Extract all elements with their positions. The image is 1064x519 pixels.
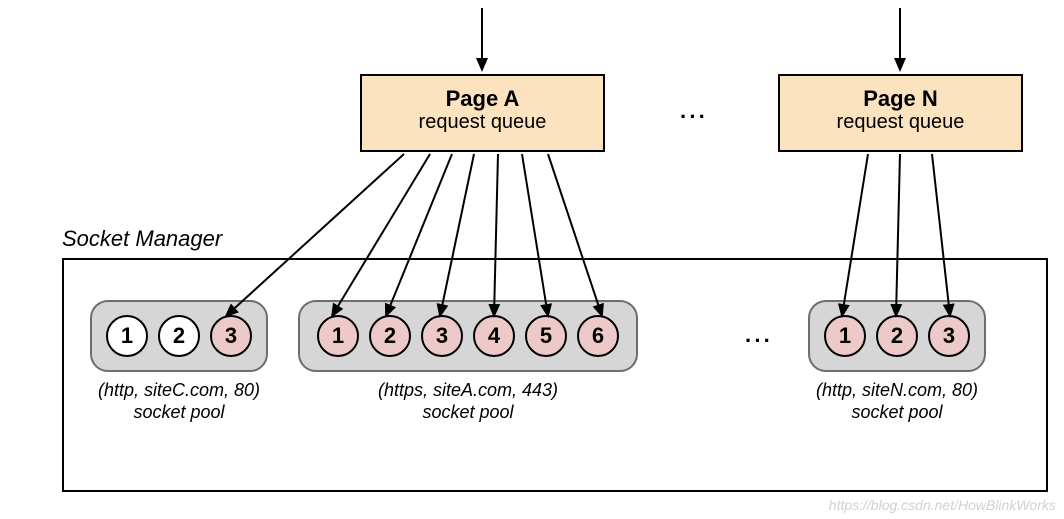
socket-pool-siten-caption-1: (http, siteN.com, 80) — [816, 380, 978, 400]
socket-pool-sitec: 1 2 3 — [90, 300, 268, 372]
socket-sitea-1: 1 — [317, 315, 359, 357]
socket-sitea-6: 6 — [577, 315, 619, 357]
socket-pool-siten-caption: (http, siteN.com, 80) socket pool — [808, 380, 986, 423]
socket-pool-sitec-caption-2: socket pool — [133, 402, 224, 422]
ellipsis-pages: ··· — [680, 104, 708, 130]
socket-pool-siten-caption-2: socket pool — [851, 402, 942, 422]
socket-pool-siten: 1 2 3 — [808, 300, 986, 372]
socket-sitea-3: 3 — [421, 315, 463, 357]
socket-siten-3: 3 — [928, 315, 970, 357]
socket-pool-sitea: 1 2 3 4 5 6 — [298, 300, 638, 372]
socket-sitea-2: 2 — [369, 315, 411, 357]
watermark-text: https://blog.csdn.net/HowBlinkWorks — [829, 497, 1056, 513]
socket-siten-2: 2 — [876, 315, 918, 357]
socket-sitec-1: 1 — [106, 315, 148, 357]
socket-manager-label: Socket Manager — [62, 226, 222, 252]
page-a-box: Page A request queue — [360, 74, 605, 152]
socket-pool-sitea-caption: (https, siteA.com, 443) socket pool — [298, 380, 638, 423]
socket-sitea-5: 5 — [525, 315, 567, 357]
socket-sitec-2: 2 — [158, 315, 200, 357]
page-n-title: Page N — [780, 86, 1021, 111]
socket-pool-sitea-caption-1: (https, siteA.com, 443) — [378, 380, 558, 400]
page-a-title: Page A — [362, 86, 603, 111]
socket-pool-sitec-caption: (http, siteC.com, 80) socket pool — [90, 380, 268, 423]
page-n-box: Page N request queue — [778, 74, 1023, 152]
socket-sitec-3: 3 — [210, 315, 252, 357]
socket-pool-sitec-caption-1: (http, siteC.com, 80) — [98, 380, 260, 400]
page-n-subtitle: request queue — [780, 111, 1021, 134]
diagram-stage: Page A request queue Page N request queu… — [0, 0, 1064, 519]
page-a-subtitle: request queue — [362, 111, 603, 134]
socket-siten-1: 1 — [824, 315, 866, 357]
socket-sitea-4: 4 — [473, 315, 515, 357]
socket-manager-box — [62, 258, 1048, 492]
ellipsis-pools: ··· — [745, 328, 773, 354]
socket-pool-sitea-caption-2: socket pool — [422, 402, 513, 422]
